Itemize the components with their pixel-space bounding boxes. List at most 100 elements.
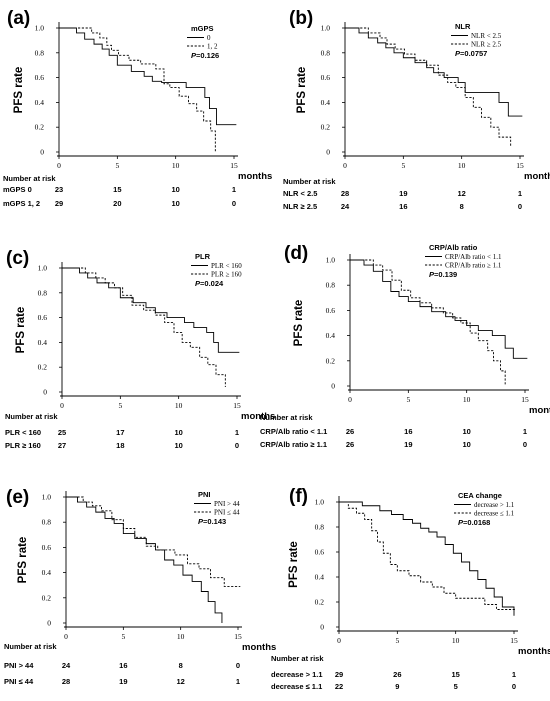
legend-entry: 1, 2 bbox=[207, 43, 218, 51]
x-tick-label: 10 bbox=[463, 395, 471, 404]
y-tick-label: 0 bbox=[43, 388, 47, 397]
risk-count: 27 bbox=[58, 441, 66, 450]
y-tick-label: 0.6 bbox=[315, 548, 325, 557]
risk-count: 17 bbox=[116, 428, 124, 437]
p-value: P=0.143 bbox=[198, 517, 226, 526]
x-tick-label: 5 bbox=[121, 632, 125, 641]
risk-row-label: PLR < 160 bbox=[5, 428, 41, 437]
x-axis-unit: months bbox=[529, 405, 550, 416]
km-curve-group-2 bbox=[350, 259, 506, 386]
x-tick-label: 5 bbox=[395, 636, 399, 645]
km-curve-group-1 bbox=[345, 27, 523, 117]
x-tick-label: 0 bbox=[60, 401, 64, 410]
y-tick-label: 0.4 bbox=[321, 98, 331, 107]
risk-count: 28 bbox=[341, 189, 349, 198]
x-tick-label: 15 bbox=[234, 632, 242, 641]
risk-count: 1 bbox=[512, 670, 516, 679]
x-axis-unit: months bbox=[242, 642, 276, 653]
risk-count: 26 bbox=[346, 427, 354, 436]
km-curve-group-2 bbox=[339, 501, 517, 610]
y-tick-label: 1.0 bbox=[321, 24, 331, 33]
risk-table-title: Number at risk bbox=[5, 412, 58, 421]
panel-label: (d) bbox=[284, 243, 308, 264]
x-tick-label: 0 bbox=[348, 395, 352, 404]
y-tick-label: 1.0 bbox=[35, 24, 45, 33]
risk-count: 19 bbox=[399, 189, 407, 198]
km-curve-group-1 bbox=[59, 27, 237, 126]
x-tick-label: 10 bbox=[175, 401, 183, 410]
y-axis-label: PFS rate bbox=[13, 67, 25, 114]
risk-count: 26 bbox=[393, 670, 401, 679]
risk-count: 10 bbox=[171, 199, 179, 208]
y-tick-label: 0.8 bbox=[326, 281, 336, 290]
panel-label: (f) bbox=[289, 486, 308, 507]
y-tick-label: 0.8 bbox=[42, 518, 52, 527]
y-tick-label: 0.4 bbox=[326, 331, 336, 340]
y-tick-label: 0.6 bbox=[321, 73, 331, 82]
risk-count: 10 bbox=[174, 428, 182, 437]
x-tick-label: 15 bbox=[516, 161, 524, 170]
y-tick-label: 1.0 bbox=[326, 256, 336, 265]
x-tick-label: 0 bbox=[64, 632, 68, 641]
y-tick-label: 0 bbox=[320, 623, 324, 632]
x-tick-label: 15 bbox=[230, 161, 238, 170]
y-tick-label: 0.4 bbox=[35, 98, 45, 107]
legend-title: mGPS bbox=[191, 24, 214, 33]
legend-entry: NLR ≥ 2.5 bbox=[471, 41, 502, 49]
risk-count: 12 bbox=[176, 677, 184, 686]
y-tick-label: 0.2 bbox=[321, 123, 331, 132]
x-tick-label: 15 bbox=[510, 636, 518, 645]
risk-count: 29 bbox=[335, 670, 343, 679]
y-tick-label: 0.8 bbox=[315, 523, 325, 532]
panel-label: (a) bbox=[7, 8, 30, 29]
y-axis-label: PFS rate bbox=[288, 541, 300, 588]
km-curve-group-2 bbox=[345, 27, 512, 148]
risk-count: 1 bbox=[518, 189, 522, 198]
risk-table-title: Number at risk bbox=[271, 654, 324, 663]
x-tick-label: 5 bbox=[118, 401, 122, 410]
legend-title: PLR bbox=[195, 252, 211, 261]
km-curve-group-1 bbox=[339, 501, 515, 616]
risk-row-label: NLR < 2.5 bbox=[283, 189, 317, 198]
y-tick-label: 0 bbox=[47, 619, 51, 628]
risk-count: 10 bbox=[462, 440, 470, 449]
legend-entry: decrease > 1.1 bbox=[474, 501, 515, 509]
y-tick-label: 0.6 bbox=[35, 73, 45, 82]
risk-table-title: Number at risk bbox=[4, 642, 57, 651]
y-tick-label: 0.4 bbox=[315, 573, 325, 582]
risk-count: 8 bbox=[460, 202, 464, 211]
risk-row-label: decrease > 1.1 bbox=[271, 670, 323, 679]
risk-row-label: NLR ≥ 2.5 bbox=[283, 202, 317, 211]
x-tick-label: 5 bbox=[401, 161, 405, 170]
y-tick-label: 0.4 bbox=[42, 568, 52, 577]
risk-count: 24 bbox=[341, 202, 350, 211]
risk-count: 1 bbox=[235, 428, 239, 437]
risk-count: 16 bbox=[399, 202, 407, 211]
y-tick-label: 0.8 bbox=[321, 48, 331, 57]
risk-row-label: PNI > 44 bbox=[4, 661, 34, 670]
x-tick-label: 0 bbox=[57, 161, 61, 170]
risk-count: 1 bbox=[236, 677, 240, 686]
risk-count: 0 bbox=[512, 682, 516, 691]
legend-title: PNI bbox=[198, 490, 211, 499]
panel-label: (c) bbox=[6, 248, 29, 269]
risk-count: 18 bbox=[116, 441, 124, 450]
x-tick-label: 5 bbox=[115, 161, 119, 170]
p-value: P=0.126 bbox=[191, 51, 219, 60]
risk-count: 10 bbox=[174, 441, 182, 450]
risk-count: 0 bbox=[236, 661, 240, 670]
risk-row-label: mGPS 1, 2 bbox=[3, 199, 40, 208]
km-curve-group-1 bbox=[66, 496, 223, 623]
risk-count: 29 bbox=[55, 199, 63, 208]
y-tick-label: 0.2 bbox=[42, 593, 52, 602]
km-curve-group-2 bbox=[66, 496, 241, 587]
risk-count: 15 bbox=[451, 670, 459, 679]
risk-count: 26 bbox=[346, 440, 354, 449]
legend-entry: PLR < 160 bbox=[211, 262, 242, 270]
risk-count: 16 bbox=[404, 427, 412, 436]
risk-count: 10 bbox=[462, 427, 470, 436]
